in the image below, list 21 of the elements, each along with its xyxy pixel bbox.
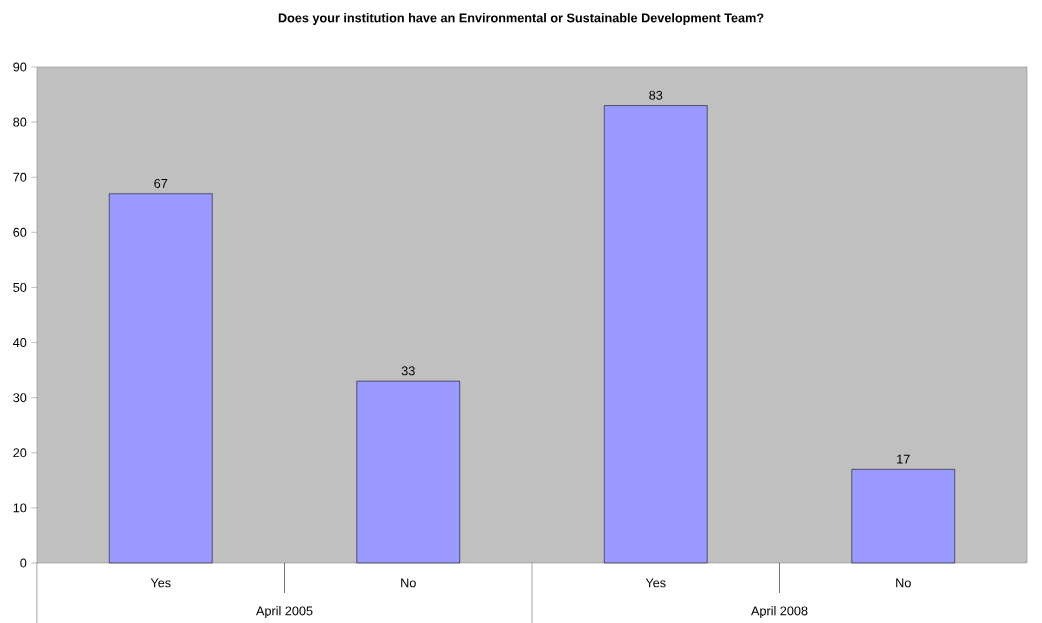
- y-tick-label: 30: [13, 393, 27, 403]
- data-label: 67: [154, 178, 168, 188]
- y-tick-label: 0: [20, 558, 27, 568]
- y-tick-label: 50: [13, 282, 27, 292]
- x-tick-label: Yes: [645, 578, 666, 588]
- text: April 2005: [256, 606, 313, 618]
- y-tick-label: 70: [13, 172, 27, 182]
- data-label: 33: [401, 366, 415, 376]
- x-tick-label: No: [896, 578, 911, 588]
- y-tick-label: 10: [13, 503, 27, 513]
- y-tick-label: 60: [13, 227, 27, 237]
- text: April 2008: [751, 606, 808, 618]
- chart-title: Does your institution have an Environmental or Sustainable Development Team?: [278, 13, 764, 25]
- y-tick-label: 90: [13, 62, 27, 72]
- y-tick-label: 80: [13, 117, 27, 127]
- x-tick-label: No: [401, 578, 416, 588]
- x-tick-label: Yes: [150, 578, 171, 588]
- data-label: 83: [649, 90, 663, 100]
- data-label: 17: [897, 454, 910, 464]
- y-tick-label: 20: [13, 448, 27, 458]
- y-tick-label: 40: [13, 338, 27, 348]
